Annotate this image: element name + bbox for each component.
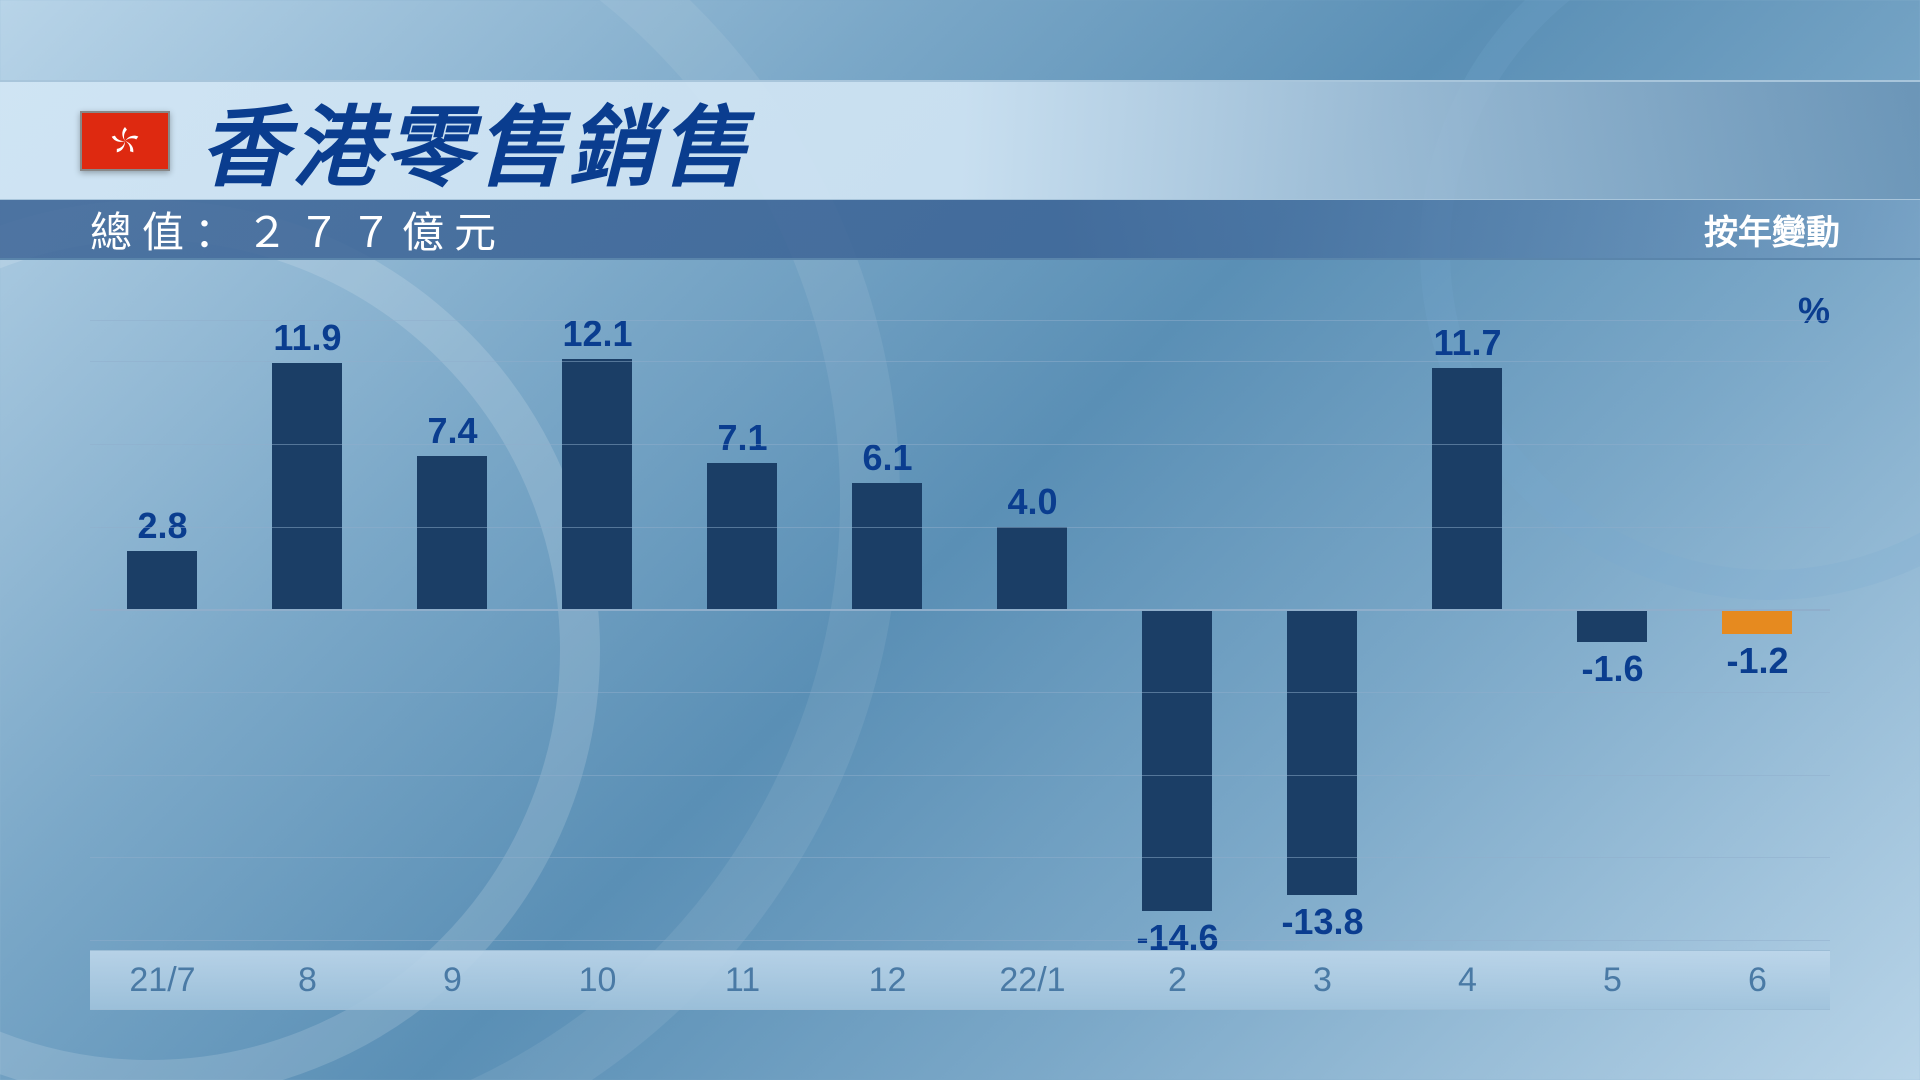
x-tick: 22/1 — [960, 951, 1105, 1009]
gridline — [90, 527, 1830, 528]
gridline — [90, 775, 1830, 776]
bar-column: 6.1 — [815, 320, 960, 940]
bar — [127, 551, 197, 609]
chart-header: 香港零售銷售 總值：２７７億元 按年變動 — [0, 80, 1920, 270]
bar — [852, 483, 922, 609]
baseline — [90, 609, 1830, 611]
x-axis: 21/78910111222/123456 — [90, 950, 1830, 1010]
bar-chart: 2.8 11.9 7.4 12.1 7.1 6.1 4.0 -14.6 -13.8 11.7 -1.… — [90, 320, 1830, 1010]
x-tick: 21/7 — [90, 951, 235, 1009]
x-tick: 6 — [1685, 951, 1830, 1009]
bar-column: 2.8 — [90, 320, 235, 940]
x-tick: 11 — [670, 951, 815, 1009]
bar-column: 7.4 — [380, 320, 525, 940]
bar — [1432, 368, 1502, 610]
gridline — [90, 361, 1830, 362]
value-label: 11.7 — [1433, 322, 1501, 364]
value-label: -1.2 — [1726, 640, 1788, 682]
x-tick: 8 — [235, 951, 380, 1009]
bar — [272, 363, 342, 609]
bar-column: -1.6 — [1540, 320, 1685, 940]
value-label: 7.1 — [717, 417, 767, 459]
gridline — [90, 444, 1830, 445]
x-tick: 4 — [1395, 951, 1540, 1009]
gridline — [90, 940, 1830, 941]
value-label: 4.0 — [1007, 481, 1057, 523]
hk-flag-icon — [80, 111, 170, 171]
bar-column: -13.8 — [1250, 320, 1395, 940]
bar — [1142, 609, 1212, 911]
value-label: -13.8 — [1281, 901, 1363, 943]
gridline — [90, 692, 1830, 693]
gridline — [90, 320, 1830, 321]
bar — [707, 463, 777, 610]
title-row: 香港零售銷售 — [0, 80, 1920, 200]
bar-column: -1.2 — [1685, 320, 1830, 940]
bar-column: 7.1 — [670, 320, 815, 940]
bar — [997, 527, 1067, 610]
bar-column: -14.6 — [1105, 320, 1250, 940]
x-tick: 10 — [525, 951, 670, 1009]
x-tick: 12 — [815, 951, 960, 1009]
value-label: 11.9 — [273, 317, 341, 359]
bar-column: 4.0 — [960, 320, 1105, 940]
value-label: 7.4 — [427, 410, 477, 452]
bar — [417, 456, 487, 609]
bar — [1722, 609, 1792, 634]
subtitle-row: 總值：２７７億元 按年變動 — [0, 200, 1920, 260]
x-tick: 3 — [1250, 951, 1395, 1009]
total-value-label: 總值：２７７億元 — [90, 199, 506, 260]
x-tick: 5 — [1540, 951, 1685, 1009]
yoy-label: 按年變動 — [1704, 205, 1840, 254]
bar — [1577, 609, 1647, 642]
bar — [1287, 609, 1357, 894]
gridline — [90, 857, 1830, 858]
bar-column: 12.1 — [525, 320, 670, 940]
value-label: -1.6 — [1581, 648, 1643, 690]
x-tick: 9 — [380, 951, 525, 1009]
x-tick: 2 — [1105, 951, 1250, 1009]
chart-title: 香港零售銷售 — [200, 77, 752, 204]
bar-column: 11.9 — [235, 320, 380, 940]
bar-column: 11.7 — [1395, 320, 1540, 940]
bar — [562, 359, 632, 609]
